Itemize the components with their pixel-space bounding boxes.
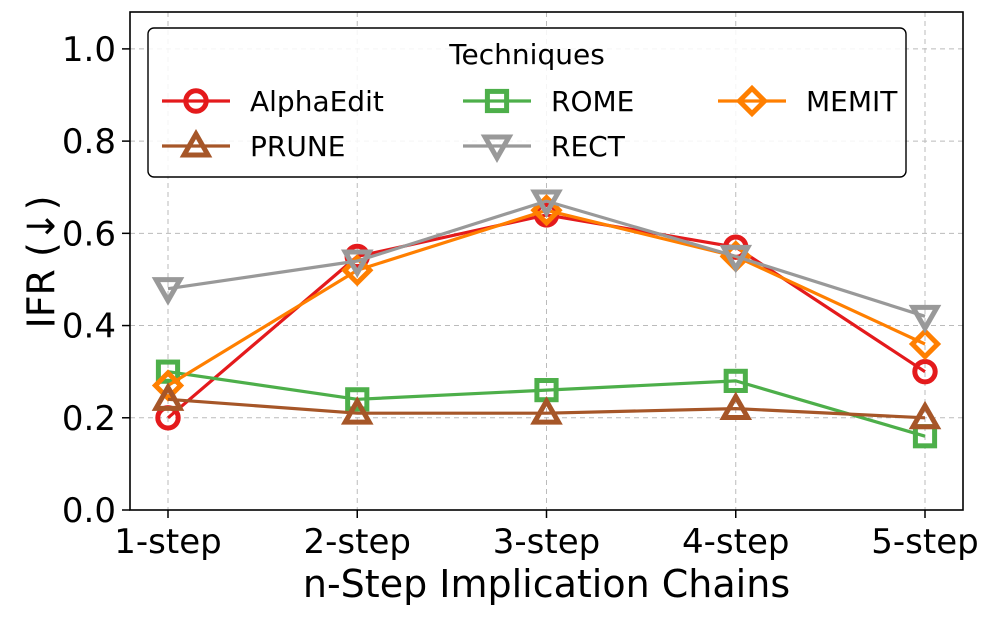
y-tick-label: 0.6 xyxy=(62,214,116,254)
legend-marker xyxy=(484,88,510,114)
data-point xyxy=(719,391,753,421)
data-point xyxy=(719,244,753,274)
data-point xyxy=(345,387,370,412)
series-memit xyxy=(151,194,942,402)
series-line xyxy=(167,370,926,438)
legend-label: AlphaEdit xyxy=(250,85,384,118)
data-point xyxy=(908,327,942,361)
legend-label: MEMIT xyxy=(806,85,898,118)
legend-label: PRUNE xyxy=(250,130,345,163)
series-prune xyxy=(151,382,942,430)
axis-ticks: 1-step 2-step 3-step 4-step 5-step 0.0 0.2 0.4 0… xyxy=(62,30,979,562)
x-axis-title: n-Step Implication Chains xyxy=(303,562,790,606)
legend-item-rect: RECT xyxy=(463,130,626,164)
legend-item-memit: MEMIT xyxy=(718,84,898,118)
y-tick-label: 0.4 xyxy=(62,307,116,347)
data-point xyxy=(340,396,374,425)
data-point xyxy=(151,369,185,402)
x-tick-label: 4-step xyxy=(682,522,789,562)
data-point xyxy=(151,277,185,306)
data-point xyxy=(908,400,942,430)
y-tick-label: 0.8 xyxy=(62,122,116,162)
data-point xyxy=(151,382,185,411)
series-line xyxy=(167,397,926,420)
legend-title: Techniques xyxy=(448,38,605,71)
legend-label: RECT xyxy=(551,130,626,163)
x-tick-label: 2-step xyxy=(304,522,411,562)
legend-marker xyxy=(480,134,514,164)
data-point xyxy=(341,254,374,287)
legend-marker xyxy=(183,88,209,114)
legend-item-rome: ROME xyxy=(463,85,634,118)
legend-items: AlphaEdit ROME MEMIT PRUNE RECT xyxy=(162,84,898,164)
legend-marker xyxy=(735,84,769,118)
data-point xyxy=(530,396,563,425)
legend-label: ROME xyxy=(551,85,634,118)
data-point xyxy=(530,194,563,227)
legend: Techniques AlphaEdit ROME MEMIT PRUNE RECT xyxy=(147,27,907,178)
series-layer xyxy=(151,189,942,449)
data-point xyxy=(912,358,938,385)
y-tick-label: 0.2 xyxy=(62,399,116,439)
y-tick-label: 0.0 xyxy=(62,491,116,531)
series-rect xyxy=(151,189,942,334)
data-point xyxy=(908,304,942,334)
legend-marker xyxy=(179,128,213,158)
series-line xyxy=(167,199,926,318)
x-tick-label: 1-step xyxy=(114,522,221,562)
legend-item-prune: PRUNE xyxy=(162,128,345,163)
data-point xyxy=(723,368,748,393)
y-tick-label: 1.0 xyxy=(62,30,116,70)
legend-item-alphaedit: AlphaEdit xyxy=(162,85,384,118)
data-point xyxy=(155,359,181,384)
x-tick-label: 5-step xyxy=(871,522,978,562)
data-point xyxy=(340,249,374,279)
data-point xyxy=(530,189,563,219)
y-axis-title: IFR (↓) xyxy=(20,195,64,328)
x-tick-label: 3-step xyxy=(493,522,600,562)
